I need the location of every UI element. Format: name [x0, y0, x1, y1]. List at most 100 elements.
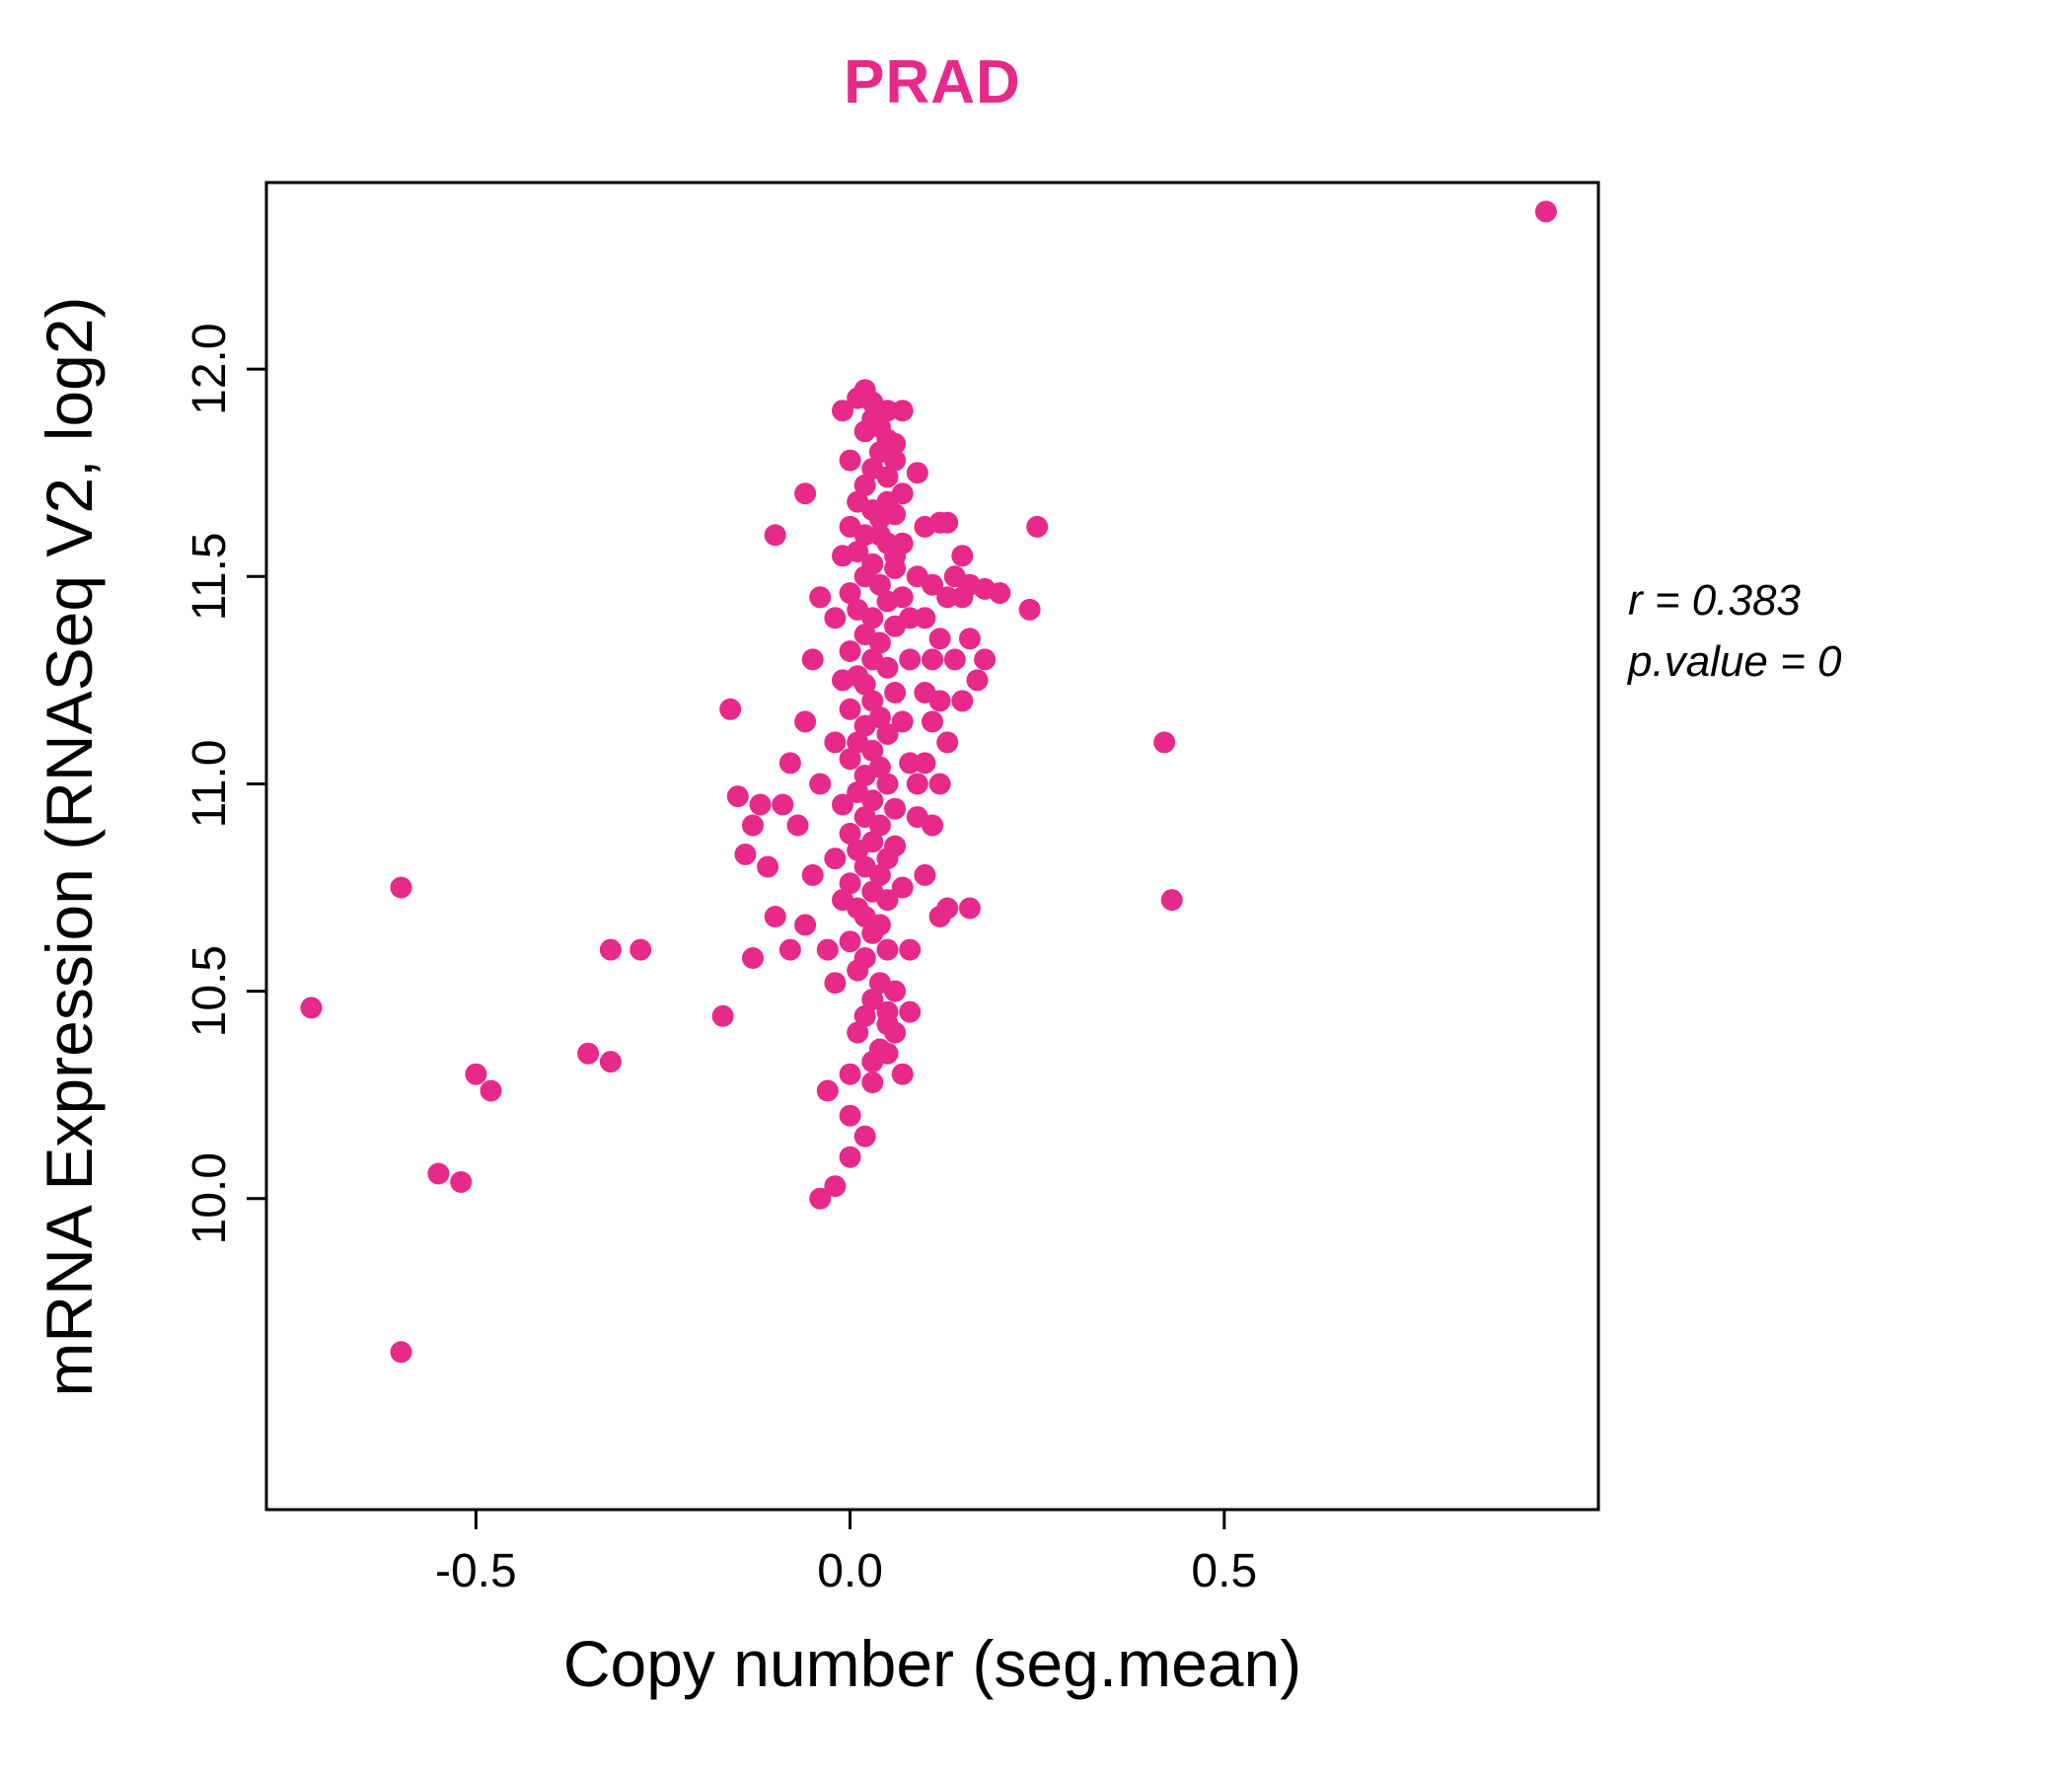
data-point — [726, 785, 749, 808]
data-point — [1160, 889, 1183, 912]
data-point — [906, 773, 928, 795]
x-axis-label: Copy number (seg.mean) — [562, 1627, 1302, 1700]
data-point — [832, 793, 853, 816]
data-point — [868, 524, 891, 547]
data-point — [951, 545, 974, 567]
data-point — [884, 556, 907, 579]
data-point — [853, 1125, 876, 1147]
data-point — [465, 1063, 487, 1085]
data-point — [778, 752, 801, 775]
data-point — [853, 1004, 876, 1027]
data-point — [876, 723, 899, 745]
data-point — [480, 1079, 502, 1102]
data-point — [839, 1146, 861, 1168]
data-point — [786, 814, 809, 837]
data-point — [847, 1021, 869, 1044]
data-point — [868, 573, 891, 596]
data-point — [824, 848, 847, 870]
data-point — [958, 897, 981, 920]
data-point — [899, 752, 922, 775]
data-point — [876, 656, 899, 679]
data-point — [861, 989, 884, 1010]
data-point — [839, 930, 861, 953]
data-point — [974, 577, 997, 600]
data-point — [1534, 200, 1557, 223]
data-point — [868, 863, 891, 886]
data-point — [861, 607, 884, 629]
data-point — [884, 797, 907, 820]
data-point — [861, 391, 884, 413]
data-point — [891, 876, 914, 899]
data-point — [1153, 731, 1176, 754]
pvalue-text: p.value = 0 — [1628, 636, 1842, 686]
data-point — [816, 938, 839, 961]
chart-title: PRAD — [844, 48, 1021, 116]
data-point — [936, 731, 959, 754]
data-point — [1026, 515, 1049, 538]
data-point — [832, 400, 853, 422]
data-point — [824, 607, 847, 629]
data-point — [868, 631, 891, 654]
data-point — [390, 876, 412, 899]
data-point — [928, 511, 951, 534]
data-point — [936, 897, 959, 920]
data-point — [906, 565, 928, 588]
data-point — [853, 714, 876, 737]
data-point — [861, 739, 884, 762]
data-point — [847, 959, 869, 982]
data-point — [922, 648, 943, 671]
data-point — [772, 793, 794, 816]
x-tick-label: 0.5 — [1191, 1545, 1257, 1597]
data-point — [906, 806, 928, 829]
data-point — [824, 1175, 847, 1198]
data-point — [742, 814, 764, 837]
data-point — [427, 1162, 450, 1185]
data-point — [764, 524, 786, 547]
data-point — [861, 922, 884, 944]
data-point — [801, 863, 824, 886]
data-point — [839, 1063, 861, 1085]
data-point — [891, 400, 914, 422]
data-point — [1018, 598, 1041, 621]
data-point — [876, 773, 899, 795]
data-point — [719, 698, 742, 720]
correlation-text: r = 0.383 — [1628, 576, 1801, 625]
data-point — [876, 466, 899, 488]
x-tick-label: 0.0 — [817, 1545, 883, 1597]
y-tick-label: 11.5 — [184, 532, 236, 621]
data-point — [801, 648, 824, 671]
data-point — [899, 648, 922, 671]
data-point — [757, 855, 779, 878]
data-point — [868, 814, 891, 837]
data-point — [943, 648, 966, 671]
data-point — [861, 789, 884, 812]
data-point — [450, 1171, 473, 1193]
data-point — [884, 980, 907, 1002]
data-point — [884, 1021, 907, 1044]
data-point — [711, 1004, 734, 1027]
data-point — [899, 938, 922, 961]
data-point — [809, 586, 832, 609]
data-point — [853, 673, 876, 696]
data-point — [390, 1341, 412, 1364]
data-point — [839, 449, 861, 472]
data-point — [824, 972, 847, 995]
data-point — [891, 532, 914, 555]
data-point — [847, 839, 869, 861]
data-point — [629, 938, 652, 961]
data-point — [794, 710, 817, 733]
data-point — [928, 628, 951, 650]
data-point — [899, 1000, 922, 1023]
y-tick-label: 10.5 — [184, 945, 236, 1037]
data-point — [599, 938, 622, 961]
data-point — [778, 938, 801, 961]
data-point — [951, 690, 974, 712]
data-point — [884, 449, 907, 472]
data-point — [839, 582, 861, 605]
plot-border — [264, 181, 1600, 1512]
data-point — [599, 1051, 622, 1073]
data-point — [734, 843, 757, 865]
data-point — [876, 889, 899, 912]
